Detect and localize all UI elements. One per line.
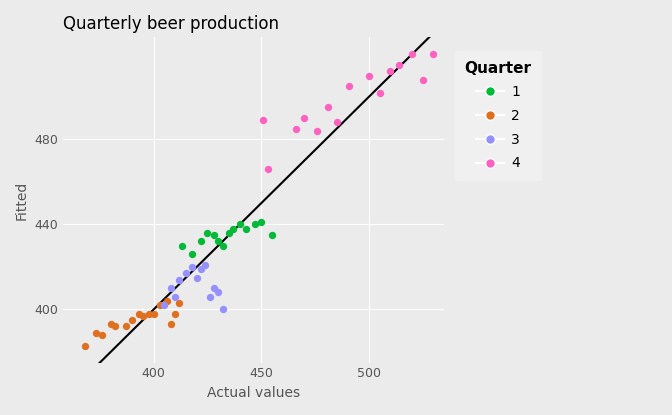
Point [385,68,396,75]
Point [202,229,213,236]
Point [208,285,219,291]
Point [196,266,206,272]
Point [249,221,260,228]
Point [364,72,374,79]
Point [192,274,202,281]
Point [187,264,198,270]
Point [165,321,176,327]
Point [161,298,172,304]
Point [299,115,310,122]
Point [262,166,273,173]
Point [394,62,405,68]
Point [110,323,120,330]
Point [290,125,301,132]
Point [417,76,428,83]
Point [170,310,181,317]
Point [159,302,170,308]
Point [196,238,206,245]
Point [224,229,235,236]
Point [79,342,90,349]
Point [204,293,215,300]
Point [170,293,181,300]
Point [144,310,155,317]
Legend: 1, 2, 3, 4: 1, 2, 3, 4 [455,51,542,180]
Point [106,321,116,327]
Point [213,289,224,296]
Point [312,127,323,134]
Point [374,89,385,96]
Point [256,219,267,226]
X-axis label: Actual values: Actual values [207,386,300,400]
Point [174,300,185,306]
Point [155,302,165,308]
Point [241,225,251,232]
Point [428,51,439,58]
Point [176,242,187,249]
Point [97,332,108,338]
Point [407,51,417,58]
Point [235,221,245,228]
Point [120,323,131,330]
Point [217,306,228,313]
Point [181,270,192,277]
Point [217,242,228,249]
Point [323,104,333,111]
Point [331,119,342,126]
Point [344,83,355,90]
Point [90,330,101,336]
Point [133,310,144,317]
Text: Quarterly beer production: Quarterly beer production [63,15,280,33]
Point [127,317,138,323]
Point [174,276,185,283]
Point [187,251,198,257]
Point [213,238,224,245]
Point [208,232,219,238]
Point [228,225,239,232]
Point [267,232,278,238]
Point [149,310,159,317]
Point [138,312,149,319]
Y-axis label: Fitted: Fitted [15,181,29,220]
Point [165,285,176,291]
Point [258,117,269,124]
Point [200,261,211,268]
